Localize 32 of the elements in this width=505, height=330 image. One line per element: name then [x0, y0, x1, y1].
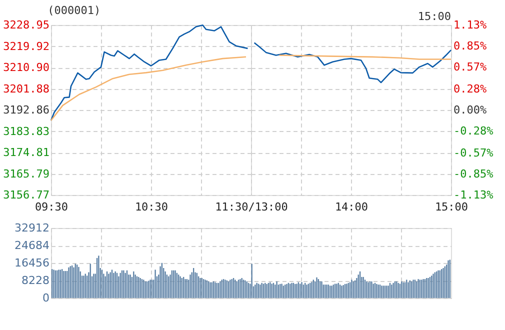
y-tick-label: 8228: [22, 274, 50, 287]
y-tick-label: 3228.95: [3, 18, 50, 32]
y-tick-label: 3174.81: [3, 146, 50, 160]
x-tick-label: 10:30: [134, 200, 168, 214]
y-tick-label: 16456: [14, 256, 50, 270]
x-tick-label: 11:30/13:00: [215, 200, 288, 214]
x-tick-label: 15:00: [434, 200, 468, 214]
text: 0.57%: [454, 60, 487, 74]
text: 0.28%: [454, 82, 487, 96]
text: -0.57%: [454, 146, 494, 160]
y-tick-label: 3183.83: [3, 124, 50, 138]
text: 15:00: [418, 10, 451, 23]
text: 1.13%: [454, 18, 487, 32]
text: 0.85%: [454, 40, 487, 53]
text: -0.28%: [454, 124, 494, 138]
x-tick-label: 14:00: [334, 200, 368, 214]
y-tick-label: 3192.86: [3, 104, 50, 116]
y-tick-label: 32912: [14, 222, 50, 234]
text: -1.13%: [454, 188, 494, 202]
y-tick-label: 0: [42, 292, 50, 304]
y-tick-label: 3165.79: [3, 167, 50, 180]
x-tick-label: 09:30: [34, 200, 68, 214]
y-tick-label: 3201.88: [3, 82, 50, 96]
y-tick-label: 24684: [14, 239, 50, 252]
text: 0.00%: [454, 104, 487, 116]
line-series: [50, 56, 247, 122]
chart-title: (000001): [48, 4, 101, 17]
y-tick-label: 3210.90: [3, 61, 50, 74]
y-tick-label: 3156.77: [3, 188, 50, 202]
y-tick-label: 3219.92: [3, 40, 50, 53]
line-series: [50, 24, 248, 122]
text: -0.85%: [454, 167, 494, 180]
